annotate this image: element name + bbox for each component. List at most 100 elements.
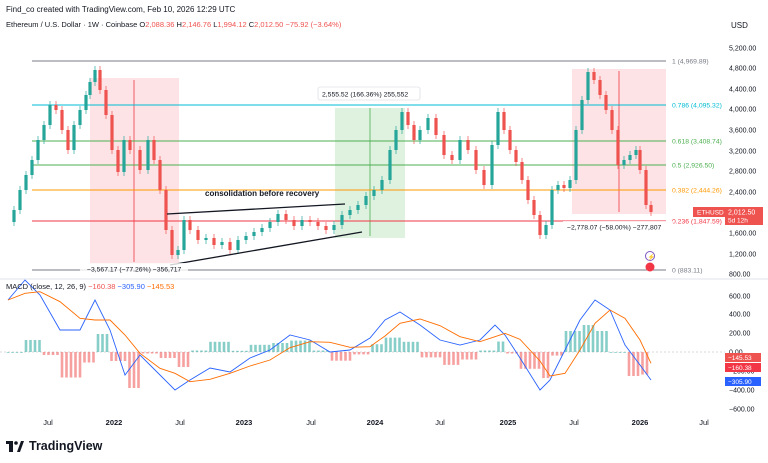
macd-histogram-bar [344, 352, 347, 361]
currency-label[interactable]: USD [731, 21, 748, 30]
fib-level-label: 0.618 (3,408.74) [672, 139, 722, 146]
macd-histogram-bar [231, 350, 235, 352]
candle-body [93, 70, 97, 82]
fib-level-label: 0 (883.11) [672, 268, 702, 275]
candle-body [526, 180, 530, 200]
fib-level-label: 0.382 (2,444.26) [672, 188, 722, 195]
candle-body [84, 95, 88, 110]
rise-measure-label: 2,555.52 (166.36%) 255,552 [322, 92, 408, 99]
candle-body [550, 190, 554, 225]
candle-body [380, 180, 384, 190]
us-flag-event-icon[interactable] [645, 262, 655, 272]
candle-body [300, 220, 304, 226]
wedge-lower-line[interactable] [169, 231, 363, 266]
fib-level-label: 1 (4,969.89) [672, 59, 709, 66]
brand-name: TradingView [29, 439, 103, 453]
macd-histogram-bar [218, 341, 221, 352]
candle-body [78, 110, 82, 125]
candle-body [182, 220, 186, 250]
macd-histogram-bar [555, 352, 559, 356]
macd-tag-signal-label: −145.53 [728, 355, 752, 362]
candle-body [598, 80, 602, 95]
macd-histogram-bar [573, 331, 577, 352]
macd-histogram-bar [645, 352, 649, 375]
macd-line [7, 279, 652, 391]
price-tick: 1,600.00 [729, 231, 756, 238]
macd-histogram-bar [506, 352, 509, 354]
macd-title[interactable]: MACD (close, 12, 26, 9) [6, 282, 87, 291]
macd-histogram-bar [497, 341, 500, 352]
macd-histogram-bar [447, 352, 451, 365]
macd-histogram-bar [330, 352, 334, 361]
time-tick: Jul [175, 418, 185, 427]
candle-body [568, 180, 572, 188]
drop-measure-label-2025: −2,778.07 (−58.00%) −277,807 [567, 225, 662, 232]
macd-histogram-bar [326, 350, 329, 352]
candle-body [562, 185, 566, 188]
macd-histogram-bar [605, 331, 608, 352]
consolidation-annotation: consolidation before recovery [205, 189, 320, 198]
candle-body [110, 115, 114, 150]
macd-histogram-bar [60, 352, 64, 378]
macd-histogram-bar [173, 352, 176, 358]
macd-histogram-bar [510, 352, 514, 354]
candle-body [466, 140, 470, 150]
candle-body [490, 145, 494, 185]
open-label: O [139, 20, 146, 29]
candle-body [176, 250, 180, 255]
macd-histogram-bar [222, 341, 226, 352]
candle-body [532, 200, 536, 215]
macd-histogram-bar [456, 352, 460, 365]
symbol-name[interactable]: Ethereum / U.S. Dollar · 1W · Coinbase [6, 20, 138, 29]
macd-histogram-bar [164, 352, 167, 358]
current-price-tag[interactable] [725, 207, 763, 225]
current-symbol-tag[interactable] [693, 207, 725, 217]
macd-histogram-bar [465, 352, 469, 360]
price-tick: 3,200.00 [729, 149, 756, 156]
macd-tag-hist [725, 363, 761, 372]
price-tick: 4,400.00 [729, 87, 756, 94]
macd-histogram-bar [83, 352, 86, 363]
macd-legend[interactable]: MACD (close, 12, 26, 9) −160.38 −305.90 … [6, 282, 174, 291]
candle-body [556, 185, 560, 190]
symbol-legend[interactable]: Ethereum / U.S. Dollar · 1W · Coinbase O… [6, 20, 341, 29]
candle-body [48, 105, 52, 125]
candle-body [204, 238, 208, 240]
candle-body [98, 70, 102, 90]
macd-histogram-bar [78, 352, 82, 378]
wedge-upper-line[interactable] [166, 203, 346, 215]
candle-body [400, 112, 404, 130]
macd-histogram-bar [200, 350, 203, 352]
candle-body [36, 140, 40, 160]
candles [12, 66, 653, 259]
macd-histogram-bar [195, 350, 199, 352]
price-tick: 2,800.00 [729, 169, 756, 176]
macd-histogram-bar [474, 352, 478, 360]
macd-histogram-bar [168, 352, 172, 358]
macd-histogram-bar [375, 344, 379, 352]
macd-histogram-bar [411, 341, 415, 352]
macd-histogram-bar [483, 350, 487, 352]
candle-body [634, 150, 638, 155]
price-tick: 2,400.00 [729, 190, 756, 197]
close-label: C [248, 20, 255, 29]
candle-body [638, 150, 642, 170]
macd-histogram-bar [56, 352, 59, 355]
current-price-label: 2,012.50 [728, 210, 755, 217]
macd-histogram-bar [398, 337, 401, 352]
macd-histogram-bar [434, 352, 437, 358]
macd-histogram-bar [65, 352, 68, 378]
macd-histogram-bar [641, 352, 644, 375]
tradingview-logo[interactable]: TradingView [6, 439, 102, 453]
macd-histogram [6, 325, 649, 388]
macd-tag-line-label: −305.90 [728, 379, 752, 386]
open-value: 2,088.36 [145, 20, 175, 29]
macd-histogram-bar [546, 352, 550, 379]
time-axis: Jul 2022 Jul 2023 Jul 2024 Jul 2025 Jul 2026 Jul [43, 418, 709, 427]
macd-histogram-bar [258, 344, 262, 352]
macd-histogram-bar [299, 340, 302, 352]
macd-histogram-bar [177, 352, 181, 367]
lightning-event-icon[interactable] [645, 251, 655, 261]
candle-body [544, 225, 548, 235]
